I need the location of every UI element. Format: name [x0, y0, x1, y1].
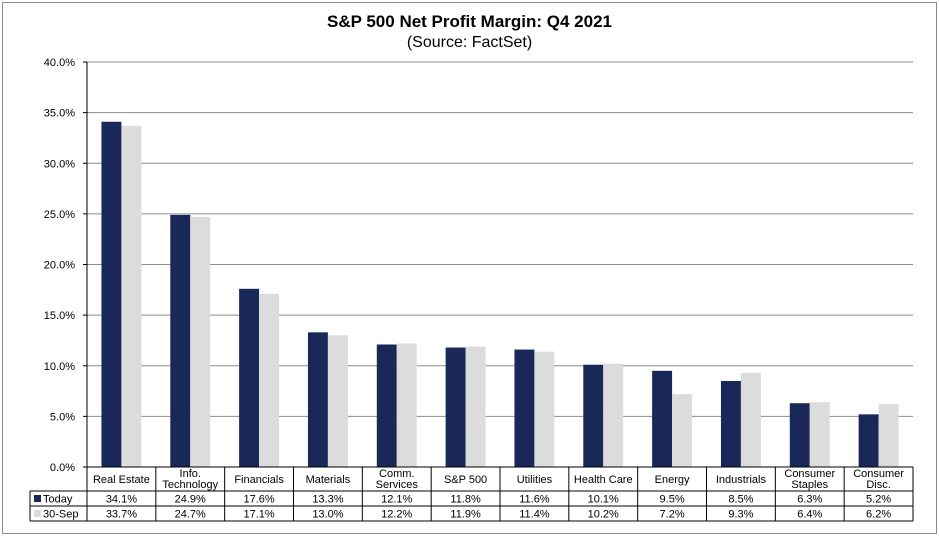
category-label: Materials: [306, 474, 351, 486]
y-tick-label: 25.0%: [44, 209, 75, 221]
bar-30-sep: [878, 404, 899, 467]
legend-label: Today: [43, 494, 73, 506]
y-tick-label: 5.0%: [50, 411, 75, 423]
data-label: 24.7%: [175, 509, 206, 521]
chart-title: S&P 500 Net Profit Margin: Q4 2021: [326, 12, 612, 31]
category-label: Industrials: [716, 474, 767, 486]
y-tick-label: 20.0%: [44, 260, 75, 272]
bar-today: [307, 332, 328, 467]
category-label: Disc.: [866, 479, 890, 491]
data-label: 12.2%: [381, 509, 412, 521]
data-label: 13.3%: [312, 494, 343, 506]
data-label: 5.2%: [866, 494, 891, 506]
bar-today: [720, 380, 741, 467]
category-label: Energy: [655, 474, 690, 486]
data-label: 13.0%: [312, 509, 343, 521]
data-label: 9.3%: [728, 509, 753, 521]
category-label: Consumer: [853, 468, 904, 480]
data-label: 12.1%: [381, 494, 412, 506]
category-label: Technology: [162, 479, 218, 491]
bar-today: [652, 370, 673, 467]
category-label: S&P 500: [444, 474, 487, 486]
bar-30-sep: [396, 343, 417, 467]
bar-30-sep: [672, 394, 693, 467]
legend-key-today: [34, 495, 41, 502]
data-label: 10.2%: [588, 509, 619, 521]
bar-30-sep: [121, 125, 142, 467]
data-label: 9.5%: [660, 494, 685, 506]
bar-30-sep: [740, 372, 761, 467]
chart-subtitle: (Source: FactSet): [406, 34, 533, 51]
y-tick-label: 0.0%: [50, 462, 75, 474]
y-tick-label: 40.0%: [44, 57, 75, 69]
legend-label: 30-Sep: [43, 509, 78, 521]
bar-30-sep: [534, 351, 555, 467]
data-label: 17.6%: [243, 494, 274, 506]
category-label: Info.: [180, 468, 201, 480]
bar-today: [101, 121, 122, 468]
y-tick-label: 30.0%: [44, 158, 75, 170]
data-label: 11.9%: [450, 509, 481, 521]
bar-today: [376, 344, 397, 467]
bar-today: [445, 347, 466, 467]
category-label: Health Care: [574, 474, 633, 486]
legend-key-30-sep: [34, 510, 41, 517]
bar-today: [239, 288, 260, 467]
data-label: 6.3%: [797, 494, 822, 506]
data-label: 34.1%: [106, 494, 137, 506]
y-tick-label: 15.0%: [44, 310, 75, 322]
bar-today: [514, 349, 535, 467]
bar-30-sep: [190, 216, 211, 467]
bar-30-sep: [465, 346, 486, 467]
category-label: Financials: [234, 474, 284, 486]
category-label: Utilities: [517, 474, 553, 486]
data-label: 10.1%: [588, 494, 619, 506]
bar-today: [789, 403, 810, 467]
data-label: 17.1%: [243, 509, 274, 521]
data-label: 6.4%: [797, 509, 822, 521]
category-label: Staples: [791, 479, 828, 491]
data-label: 33.7%: [106, 509, 137, 521]
category-label: Real Estate: [93, 474, 150, 486]
data-label: 6.2%: [866, 509, 891, 521]
bar-30-sep: [603, 363, 624, 467]
data-label: 24.9%: [175, 494, 206, 506]
data-label: 7.2%: [660, 509, 685, 521]
y-tick-label: 10.0%: [44, 361, 75, 373]
bar-30-sep: [809, 402, 830, 467]
category-label: Consumer: [784, 468, 835, 480]
bar-today: [858, 414, 879, 467]
data-label: 8.5%: [728, 494, 753, 506]
y-tick-label: 35.0%: [44, 108, 75, 120]
category-label: Comm.: [379, 468, 414, 480]
bar-today: [170, 214, 191, 467]
data-label: 11.8%: [450, 494, 481, 506]
bar-today: [583, 364, 604, 467]
data-label: 11.6%: [519, 494, 550, 506]
data-label: 11.4%: [519, 509, 550, 521]
bar-30-sep: [327, 335, 348, 467]
bar-30-sep: [259, 293, 280, 467]
category-label: Services: [376, 479, 419, 491]
